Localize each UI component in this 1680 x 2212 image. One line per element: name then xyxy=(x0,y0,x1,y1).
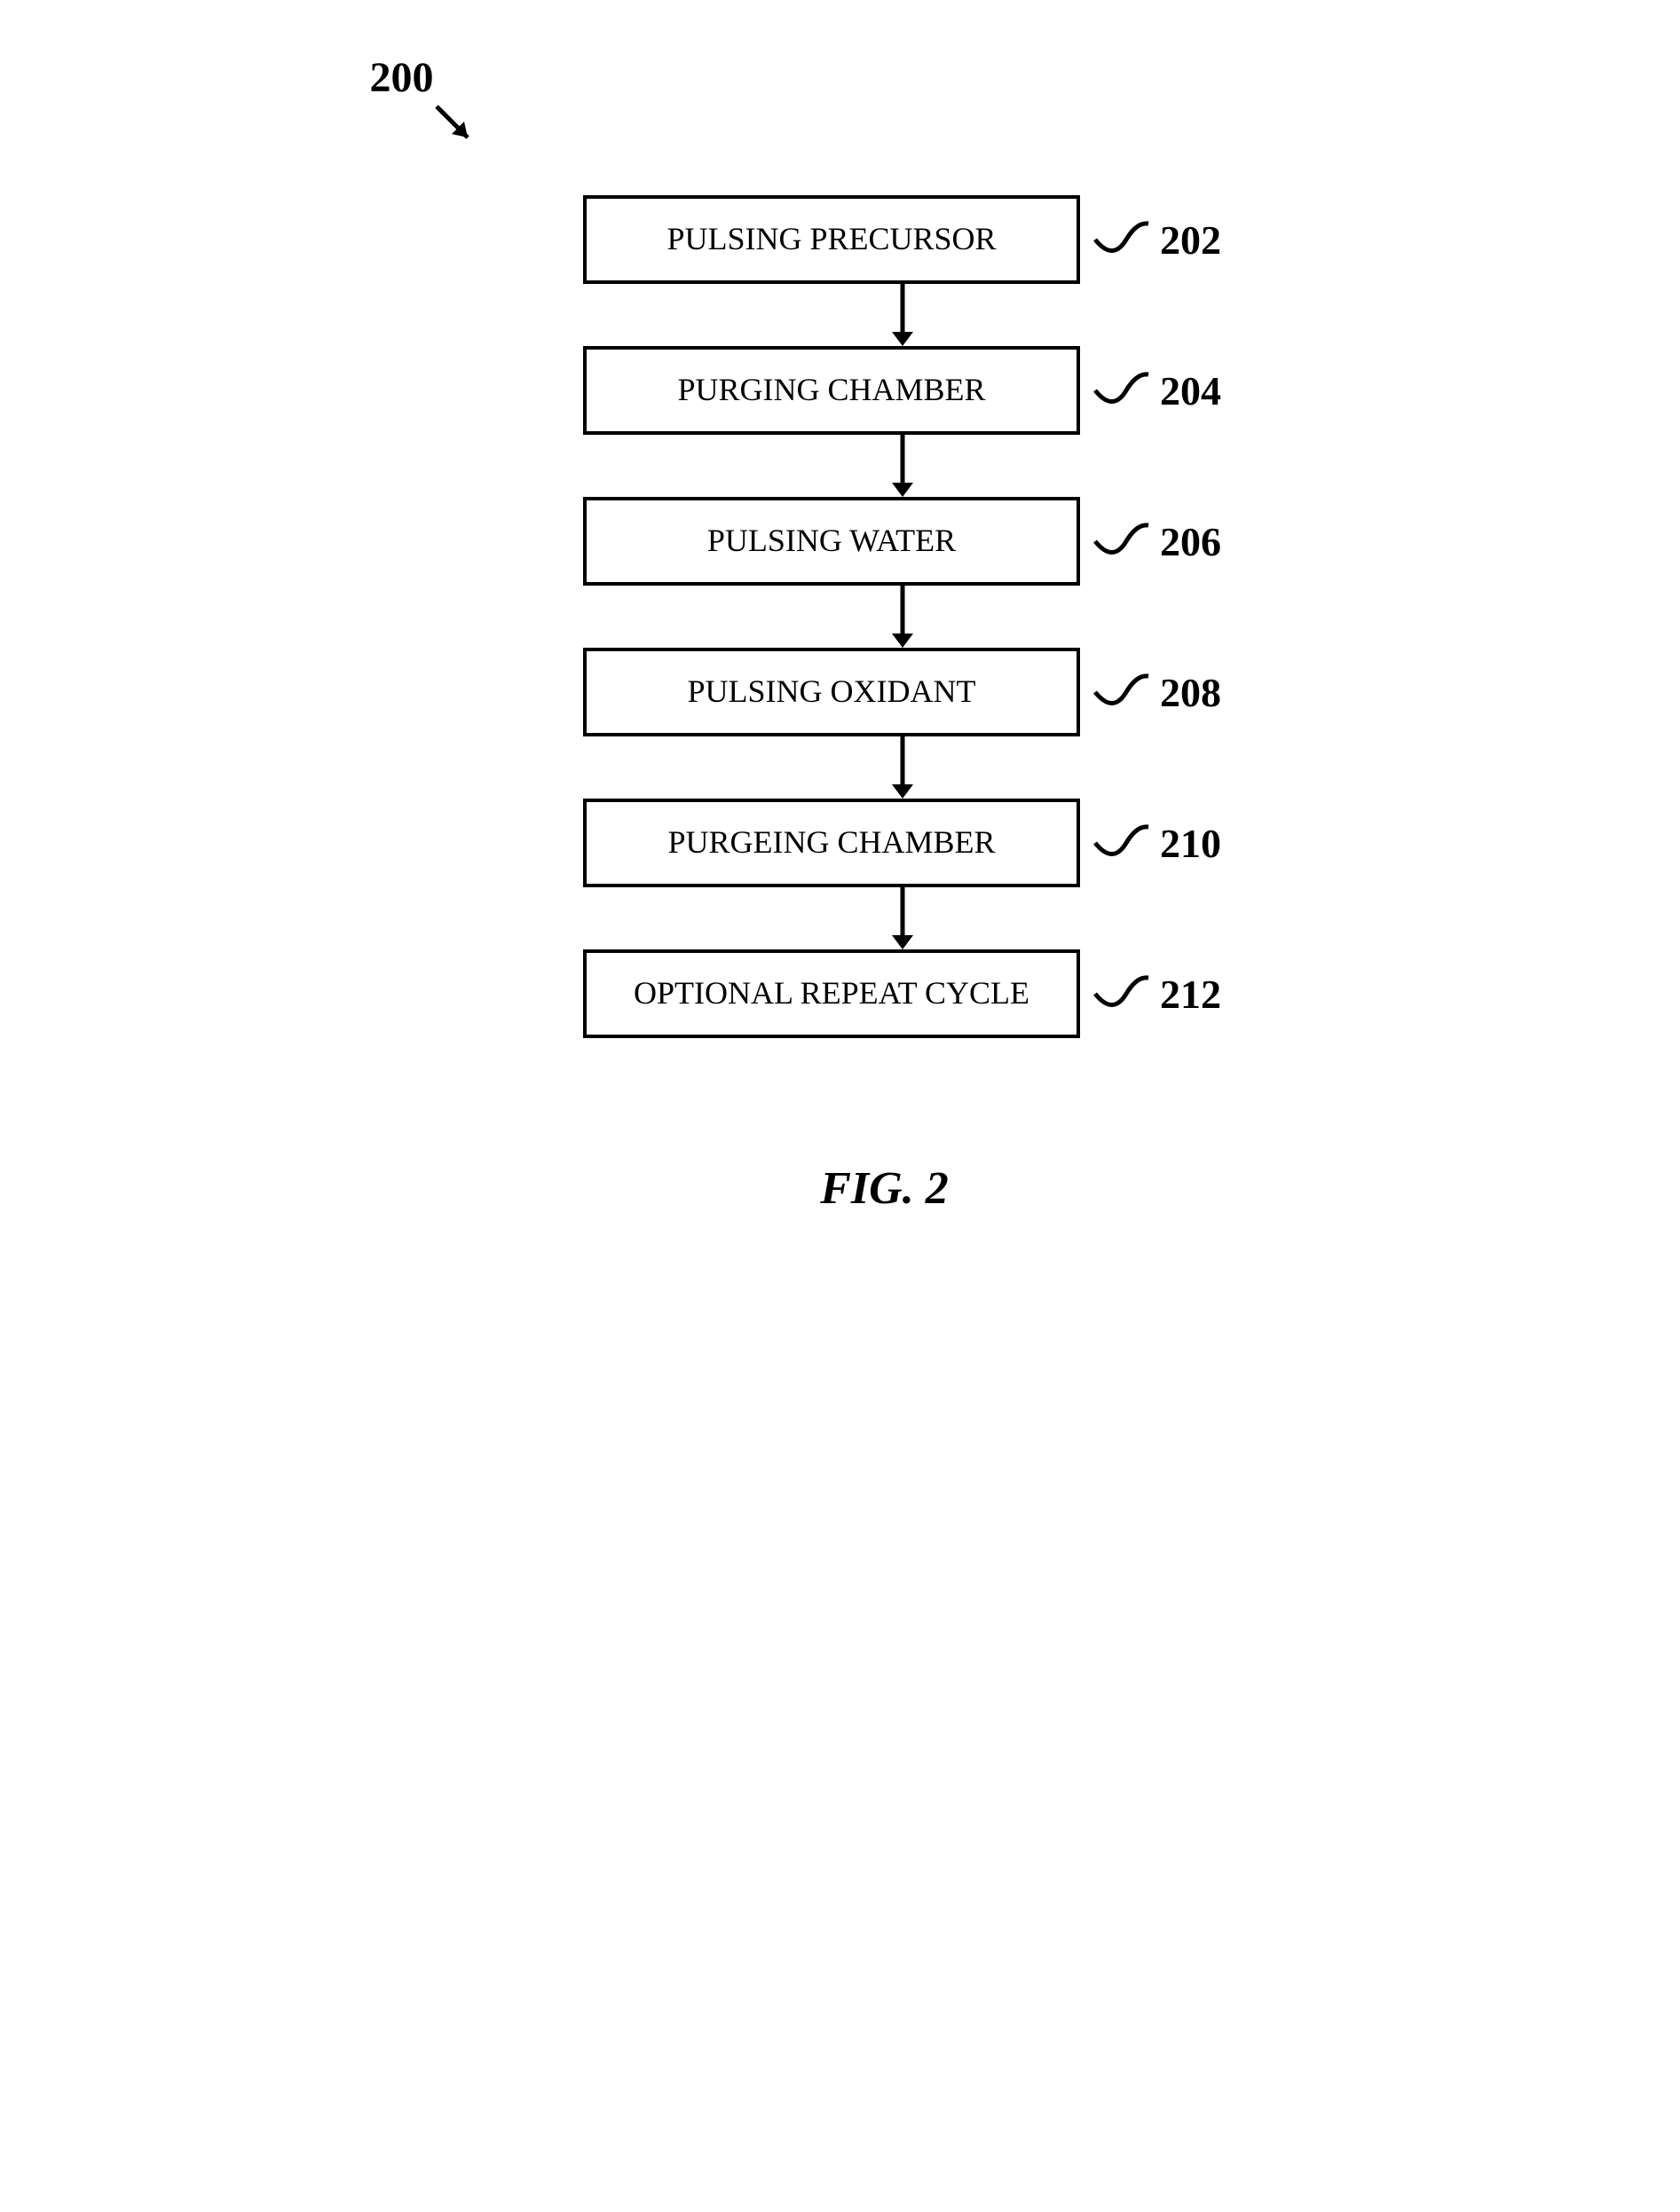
arrow-down-icon xyxy=(885,736,920,799)
callout-curve-icon xyxy=(1091,967,1153,1020)
flow-step-box: OPTIONAL REPEAT CYCLE xyxy=(583,949,1080,1038)
callout-number: 210 xyxy=(1160,820,1221,867)
callout: 204 xyxy=(1091,364,1221,417)
callout-curve-icon xyxy=(1091,364,1153,417)
flowchart: PULSING PRECURSOR202PURGING CHAMBER204PU… xyxy=(477,195,1329,1038)
flow-step-row: PURGEING CHAMBER 210 xyxy=(583,799,1221,887)
flow-step-row: PULSING WATER 206 xyxy=(583,497,1221,586)
callout: 212 xyxy=(1091,967,1221,1020)
callout-curve-icon xyxy=(1091,665,1153,719)
callout-number: 204 xyxy=(1160,367,1221,414)
callout: 202 xyxy=(1091,213,1221,266)
flow-connector xyxy=(885,736,920,799)
flow-step-row: PURGING CHAMBER 204 xyxy=(583,346,1221,435)
flow-step-box: PULSING PRECURSOR xyxy=(583,195,1080,284)
callout-number: 208 xyxy=(1160,669,1221,716)
callout-number: 212 xyxy=(1160,971,1221,1018)
callout-curve-icon xyxy=(1091,515,1153,568)
callout: 206 xyxy=(1091,515,1221,568)
flow-step-box: PURGING CHAMBER xyxy=(583,346,1080,435)
callout-number: 202 xyxy=(1160,216,1221,264)
flow-step-box: PULSING WATER xyxy=(583,497,1080,586)
flow-step-row: PULSING OXIDANT 208 xyxy=(583,648,1221,736)
reference-arrow-icon xyxy=(432,102,485,155)
flow-step-row: PULSING PRECURSOR 202 xyxy=(583,195,1221,284)
arrow-down-icon xyxy=(885,586,920,648)
callout-curve-icon xyxy=(1091,816,1153,870)
arrow-down-icon xyxy=(885,284,920,346)
flow-connector xyxy=(885,284,920,346)
callout-curve-icon xyxy=(1091,213,1153,266)
flow-connector xyxy=(885,435,920,497)
flow-connector xyxy=(885,887,920,949)
callout: 208 xyxy=(1091,665,1221,719)
arrow-down-icon xyxy=(885,887,920,949)
flow-step-row: OPTIONAL REPEAT CYCLE 212 xyxy=(583,949,1221,1038)
flow-connector xyxy=(885,586,920,648)
flow-step-box: PULSING OXIDANT xyxy=(583,648,1080,736)
figure-reference-number: 200 xyxy=(370,53,434,102)
callout: 210 xyxy=(1091,816,1221,870)
flow-step-box: PURGEING CHAMBER xyxy=(583,799,1080,887)
figure-caption: FIG. 2 xyxy=(441,1162,1329,1215)
arrow-down-icon xyxy=(885,435,920,497)
figure-container: 200 PULSING PRECURSOR 202 PURGING CHAMBER 2… xyxy=(352,53,1329,1215)
callout-number: 206 xyxy=(1160,518,1221,565)
